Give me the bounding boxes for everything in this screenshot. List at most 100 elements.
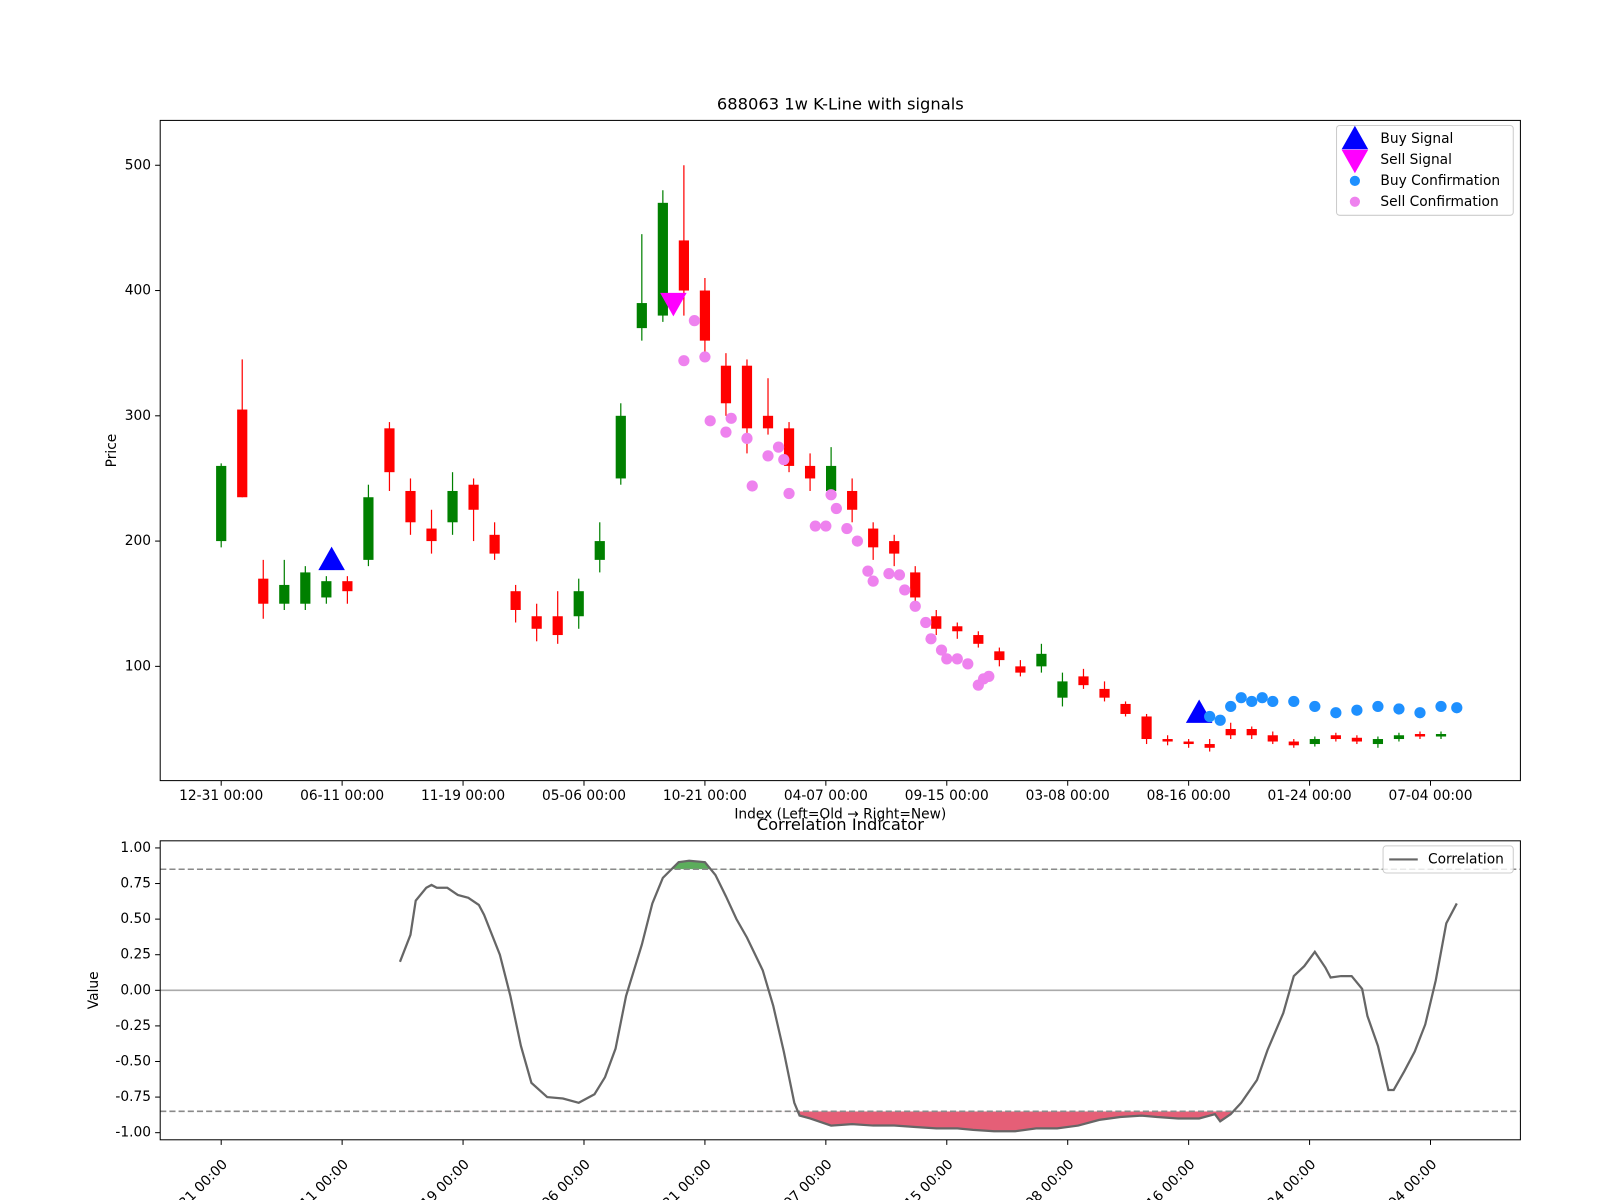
candle-body (678, 240, 689, 291)
confirmation-dot (746, 480, 758, 492)
candle-body (216, 465, 227, 542)
x-tick-label: 09-15 00:00 (886, 1157, 957, 1200)
candle-body (363, 497, 374, 560)
candle-body (468, 484, 479, 510)
x-tick-label: 06-11 00:00 (300, 788, 384, 804)
legend-box (1336, 125, 1514, 216)
candle-body (889, 541, 900, 554)
y-tick-label: 300 (125, 408, 151, 424)
candle-body (1015, 666, 1026, 673)
legend-swatch (1341, 149, 1369, 174)
candle-body (1393, 735, 1405, 740)
y-axis-label: Price (104, 434, 120, 468)
candle-body (279, 584, 290, 604)
candle-body (1414, 734, 1426, 737)
legend-label: Sell Confirmation (1380, 194, 1498, 210)
candle-body (1246, 728, 1257, 736)
x-tick-label: 03-08 00:00 (1007, 1157, 1078, 1200)
candle-body (636, 303, 647, 329)
candle-body (1141, 716, 1152, 740)
plot-area (160, 859, 1521, 1133)
confirmation-dot (720, 426, 732, 438)
confirmation-dot (1309, 700, 1321, 713)
candle-body (868, 528, 879, 548)
confirmation-dot (867, 575, 879, 587)
confirmation-dot (678, 355, 690, 367)
confirmation-dot (925, 633, 937, 645)
candle-body (973, 635, 984, 644)
y-axis-label: Value (86, 971, 102, 1009)
confirmation-dot (1288, 695, 1300, 708)
x-tick-label: 04-07 00:00 (784, 788, 868, 804)
buy-signal-marker (318, 546, 345, 571)
x-tick-label: 10-21 00:00 (644, 1157, 715, 1200)
y-tick-label: 200 (125, 533, 151, 549)
candle-body (1372, 739, 1384, 745)
confirmation-dot (1435, 700, 1447, 713)
legend-label: Buy Confirmation (1380, 173, 1500, 189)
candle-body (1225, 728, 1236, 736)
confirmation-dot (941, 653, 953, 665)
plot-frame (159, 840, 1521, 1141)
x-tick-label: 10-21 00:00 (663, 788, 747, 804)
legend: Correlation (1382, 845, 1514, 874)
confirmation-dot (1204, 710, 1216, 723)
legend-swatch (1341, 125, 1369, 150)
x-tick-label: 06-11 00:00 (281, 1157, 352, 1200)
confirmation-dot (909, 600, 921, 612)
candle-body (1330, 735, 1341, 740)
confirmation-dot (809, 520, 821, 532)
candle-body (783, 428, 795, 466)
confirmation-dot (951, 653, 963, 665)
x-tick-label: 11-19 00:00 (402, 1157, 473, 1200)
chart-title: 688063 1w K-Line with signals (717, 95, 964, 114)
y-tick-label: 0.00 (120, 982, 151, 998)
confirmation-dot (1372, 700, 1384, 713)
x-tick-label: 03-08 00:00 (1026, 788, 1110, 804)
candle-body (405, 490, 416, 523)
y-tick-label: 0.50 (120, 911, 151, 927)
x-tick-label: 07-04 00:00 (1369, 1157, 1440, 1200)
x-tick-label: 01-24 00:00 (1249, 1157, 1320, 1200)
y-tick-label: -0.25 (115, 1018, 151, 1034)
candle-body (1309, 739, 1320, 745)
y-tick-label: 1.00 (120, 840, 151, 856)
candle-body (931, 616, 942, 629)
plot-background (160, 120, 1521, 781)
confirmation-dot (778, 454, 790, 466)
y-tick-label: -0.50 (115, 1053, 151, 1069)
confirmation-dot (772, 441, 785, 453)
candle-body (426, 528, 437, 542)
confirmation-dot (704, 415, 716, 427)
candle-body (552, 616, 563, 636)
x-tick-label: 12-31 00:00 (179, 788, 263, 804)
x-tick-label: 08-16 00:00 (1128, 1157, 1199, 1200)
confirmation-dot (1256, 692, 1268, 704)
plot-frame (159, 119, 1521, 782)
confirmation-dot (1235, 692, 1247, 704)
y-tick-label: -0.75 (115, 1089, 151, 1105)
confirmation-dot (1451, 702, 1463, 714)
x-tick-label: 11-19 00:00 (421, 788, 505, 804)
candle-body (1435, 734, 1447, 737)
confirmation-dot (1214, 714, 1226, 726)
candle-body (384, 428, 395, 473)
candle-body (910, 572, 921, 598)
candle-body (762, 415, 774, 429)
confirmation-dot (962, 658, 974, 670)
confirmation-dot (1393, 703, 1405, 715)
confirmation-dot (725, 412, 737, 424)
confirmation-dot (1246, 695, 1258, 708)
confirmation-dot (935, 644, 948, 656)
confirmation-dot (893, 569, 906, 581)
chart-title: Correlation Indicator (757, 815, 925, 834)
confirmation-dot (699, 351, 711, 363)
candle-body (1036, 653, 1047, 667)
legend-label: Correlation (1428, 851, 1504, 867)
x-tick-label: 04-07 00:00 (765, 1157, 836, 1200)
confirmation-dot (1330, 707, 1342, 719)
candle-body (847, 490, 858, 510)
y-tick-label: 500 (125, 157, 151, 173)
y-tick-label: 0.75 (120, 876, 151, 892)
